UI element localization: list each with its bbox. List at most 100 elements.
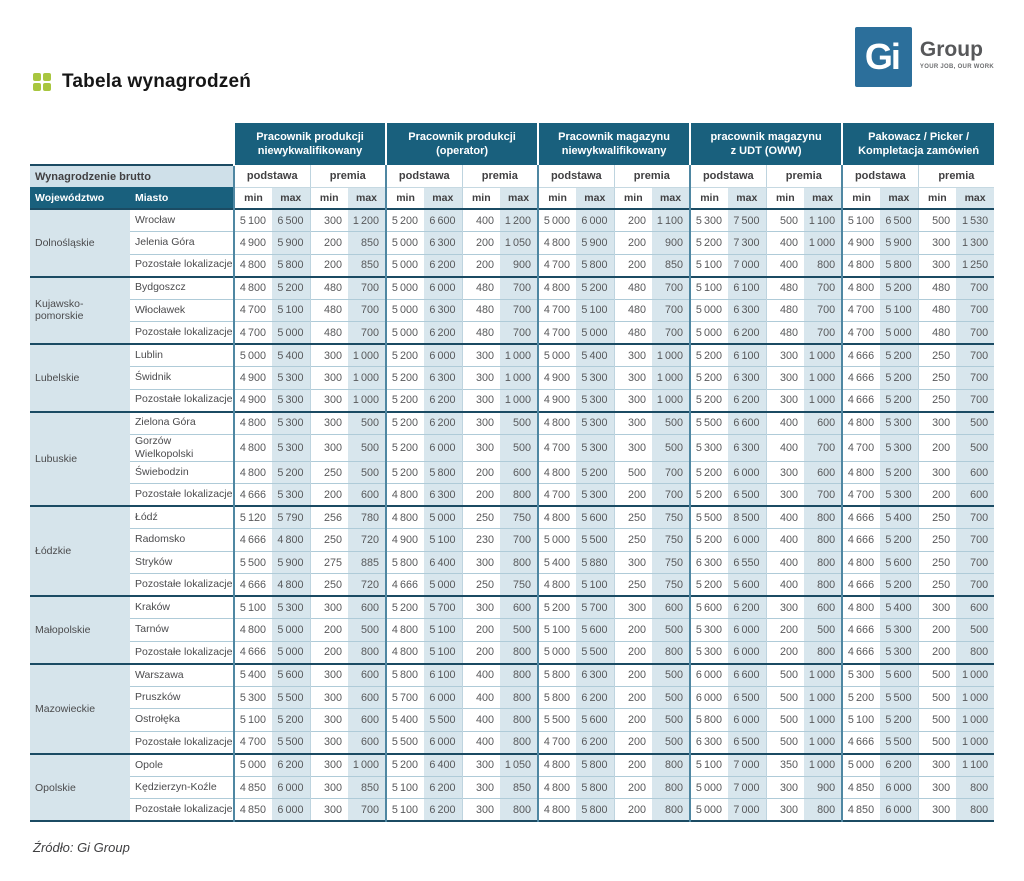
salary-cell: 6 300 (728, 298, 767, 322)
salary-cell: 300 (309, 685, 348, 709)
salary-cell: 6 000 (728, 528, 767, 552)
salary-cell: 6 600 (728, 662, 767, 687)
salary-cell: 1 100 (956, 752, 995, 777)
salary-cell: 500 (500, 433, 539, 462)
region-cell: Opolskie (30, 752, 130, 822)
salary-cell: 750 (652, 528, 691, 552)
salary-cell: 250 (309, 460, 348, 484)
salary-cell: 5 300 (880, 618, 919, 642)
region-cell: Łódzkie (30, 505, 130, 597)
salary-cell: 600 (804, 460, 843, 484)
city-cell: Pozostałe lokalizacje (130, 573, 234, 597)
salary-cell: 1 530 (956, 208, 995, 232)
salary-cell: 700 (500, 321, 539, 344)
salary-cell: 6 400 (424, 550, 463, 574)
salary-cell: 5 400 (272, 343, 310, 367)
salary-cell: 400 (461, 730, 501, 754)
salary-cell: 4 800 (385, 618, 425, 642)
salary-cell: 5 200 (385, 366, 425, 389)
salary-cell: 6 100 (424, 662, 463, 687)
salary-cell: 5 200 (385, 388, 425, 412)
salary-cell: 200 (917, 483, 957, 507)
salary-cell: 1 050 (500, 752, 539, 777)
table-row: Lubuskie Zielona Góra 4 800 5 300 300 500 5 20… (30, 410, 995, 507)
salary-cell: 4 900 (233, 231, 272, 254)
salary-cell: 200 (917, 618, 957, 642)
city-cell: Lublin (130, 343, 234, 367)
salary-cell: 4 900 (385, 528, 425, 552)
salary-cell: 300 (309, 388, 348, 412)
salary-cell: 5 200 (689, 343, 729, 367)
salary-cell: 300 (613, 410, 653, 434)
salary-cell: 4 666 (841, 505, 881, 529)
salary-cell: 600 (348, 483, 387, 507)
table-row: Świebodzin 4 800 5 200 250 500 5 200 5 800 200 6… (30, 460, 995, 484)
source-note: Źródło: Gi Group (33, 840, 130, 855)
salary-cell: 750 (500, 573, 539, 597)
salary-cell: 300 (309, 798, 348, 822)
salary-cell: 4 666 (841, 528, 881, 552)
salary-cell: 500 (500, 410, 539, 434)
column-header-min: min (537, 187, 577, 209)
subheader-podstawa: podstawa (233, 165, 310, 188)
gi-logo-text: Gi (864, 36, 901, 77)
salary-cell: 6 200 (424, 410, 463, 434)
salary-cell: 5 800 (537, 662, 577, 687)
salary-cell: 200 (613, 640, 653, 664)
salary-cell: 4 666 (385, 573, 425, 597)
salary-cell: 4 666 (233, 528, 272, 552)
salary-cell: 200 (613, 618, 653, 642)
salary-cell: 6 000 (424, 343, 463, 367)
squares-grid-icon (33, 73, 51, 91)
salary-cell: 300 (309, 662, 348, 687)
salary-cell: 300 (461, 595, 501, 619)
salary-cell: 800 (804, 798, 843, 822)
salary-cell: 800 (652, 752, 691, 777)
salary-cell: 1 000 (348, 388, 387, 412)
salary-cell: 500 (348, 433, 387, 462)
salary-cell: 300 (461, 410, 501, 434)
salary-cell: 5 200 (272, 708, 310, 732)
salary-cell: 250 (917, 550, 957, 574)
salary-cell: 300 (613, 343, 653, 367)
salary-cell: 4 800 (233, 460, 272, 484)
city-cell: Opole (130, 752, 234, 777)
logo-group-text: Group (919, 38, 983, 61)
salary-cell: 1 000 (956, 730, 995, 754)
salary-cell: 6 200 (728, 321, 767, 344)
salary-cell: 5 000 (576, 321, 615, 344)
subheader-podstawa: podstawa (537, 165, 615, 188)
table-row: Lubelskie Lublin 5 000 5 400 300 1 000 5 200 6 … (30, 343, 995, 412)
salary-cell: 6 550 (728, 550, 767, 574)
salary-cell: 600 (500, 460, 539, 484)
salary-cell: 700 (804, 275, 843, 299)
salary-cell: 5 100 (424, 640, 463, 664)
salary-cell: 5 100 (385, 798, 425, 822)
salary-cell: 200 (461, 253, 501, 277)
salary-cell: 700 (956, 321, 995, 344)
occupation-group-header: pracownik magazynu z UDT (OWW) (689, 123, 843, 165)
salary-cell: 800 (500, 798, 539, 822)
salary-cell: 4 800 (537, 275, 577, 299)
salary-cell: 720 (348, 573, 387, 597)
salary-cell: 700 (804, 483, 843, 507)
salary-cell: 5 200 (689, 460, 729, 484)
salary-cell: 1 000 (804, 662, 843, 687)
salary-cell: 5 100 (424, 528, 463, 552)
salary-cell: 200 (309, 253, 348, 277)
salary-cell: 230 (461, 528, 501, 552)
salary-cell: 5 000 (385, 321, 425, 344)
salary-cell: 6 000 (689, 685, 729, 709)
salary-cell: 5 200 (385, 595, 425, 619)
salary-cell: 5 800 (576, 752, 615, 777)
salary-cell: 5 300 (272, 433, 310, 462)
city-cell: Pozostałe lokalizacje (130, 388, 234, 412)
table-row: Dolnośląskie Wrocław 5 100 6 500 300 1 200 5 2… (30, 208, 995, 277)
salary-cell: 480 (461, 321, 501, 344)
column-header-max: max (880, 187, 919, 209)
salary-cell: 200 (309, 483, 348, 507)
city-cell: Pozostałe lokalizacje (130, 253, 234, 277)
gi-group-logo: Gi Group YOUR JOB, OUR WORK (854, 27, 994, 87)
salary-cell: 5 100 (537, 618, 577, 642)
salary-cell: 1 000 (500, 343, 539, 367)
